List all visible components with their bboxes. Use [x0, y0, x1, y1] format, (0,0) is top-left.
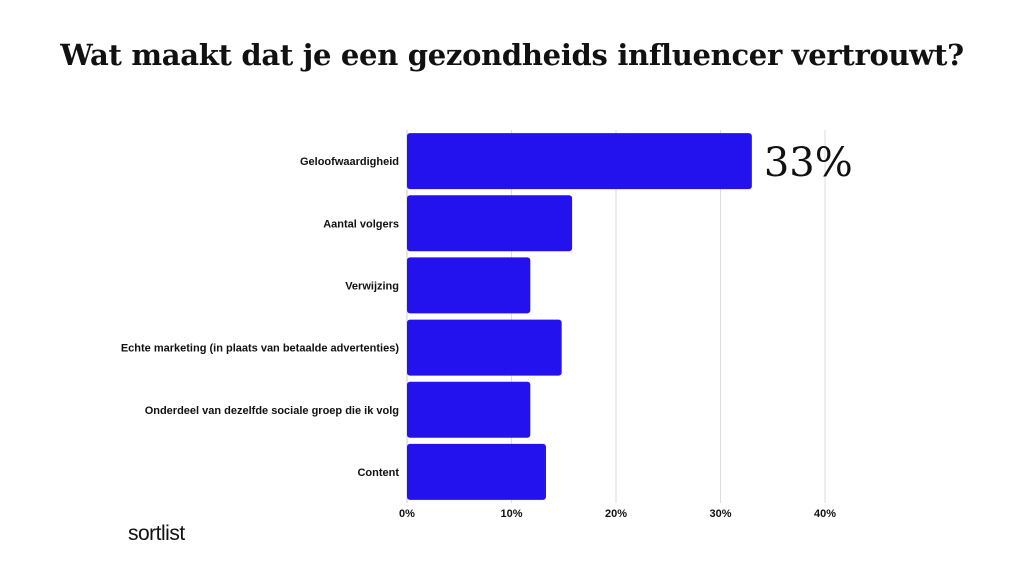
data-label: 33%	[764, 140, 853, 186]
chart-title: Wat maakt dat je een gezondheids influen…	[60, 38, 964, 72]
category-label: Onderdeel van dezelfde sociale groep die…	[145, 405, 399, 417]
category-label: Aantal volgers	[323, 218, 399, 230]
bar	[407, 381, 531, 438]
category-label: Echte marketing (in plaats van betaalde …	[121, 343, 399, 355]
category-label: Content	[357, 467, 399, 479]
bar	[407, 133, 752, 190]
grid-lines	[406, 130, 826, 503]
category-label: Geloofwaardigheid	[300, 156, 399, 168]
bar	[407, 443, 546, 500]
x-tick-label: 0%	[399, 508, 415, 520]
category-labels: Geloofwaardigheid Aantal volgers Verwijzin…	[121, 156, 399, 479]
bar	[407, 195, 573, 252]
bar	[407, 257, 531, 314]
bars	[407, 133, 752, 500]
x-tick-label: 30%	[709, 508, 731, 520]
x-tick-label: 10%	[500, 508, 522, 520]
data-labels: 33%	[764, 140, 853, 186]
category-label: Verwijzing	[345, 280, 399, 292]
tick-labels: 0% 10% 20% 30% 40%	[399, 508, 836, 520]
x-tick-label: 20%	[605, 508, 627, 520]
sortlist-logo: sortlist	[128, 522, 185, 545]
x-tick-label: 40%	[814, 508, 836, 520]
bar	[407, 319, 562, 376]
